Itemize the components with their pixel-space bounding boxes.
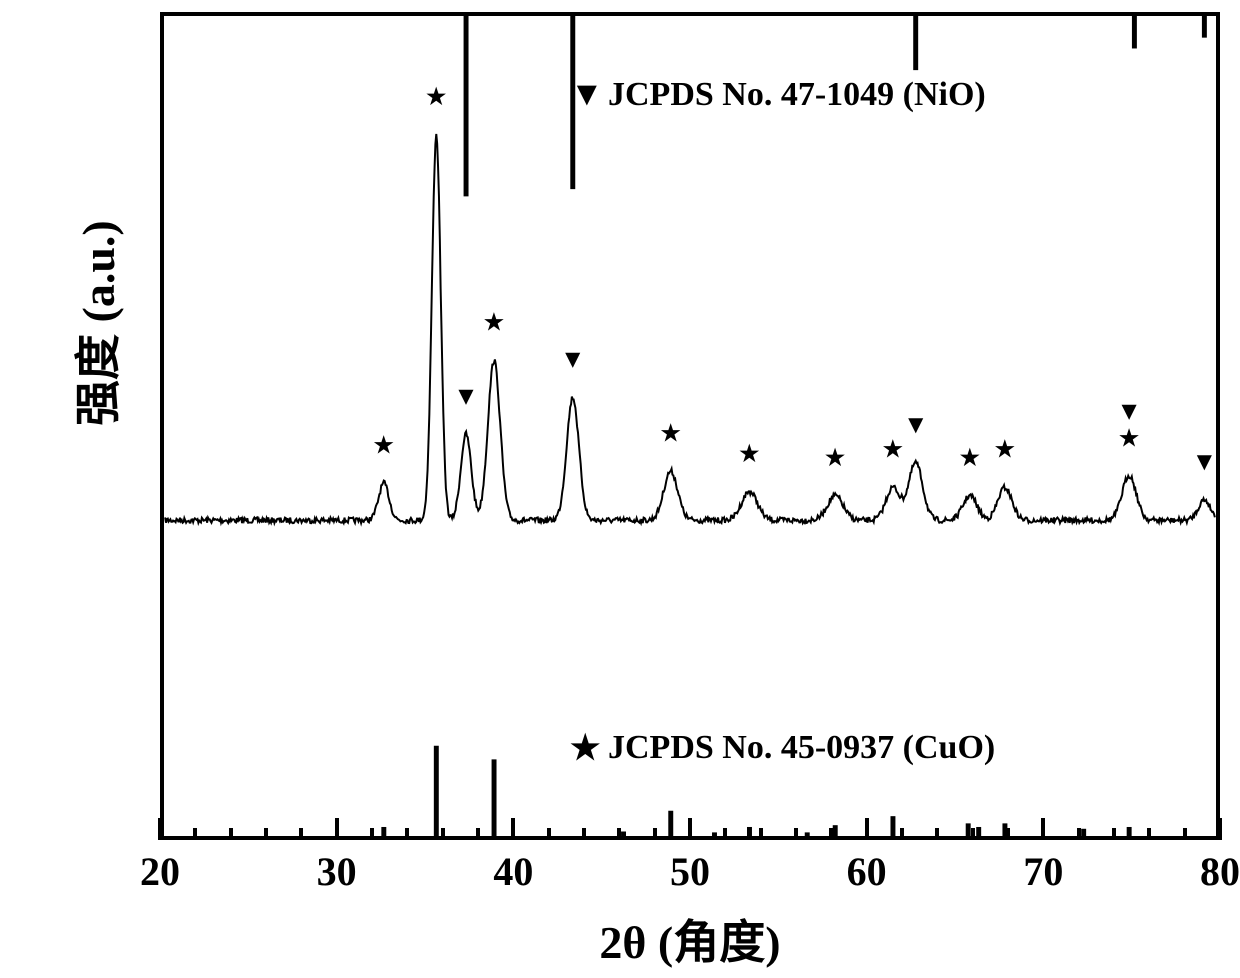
x-minor-tick xyxy=(1112,828,1116,840)
triangle-down-icon: ▼ xyxy=(1116,398,1141,426)
x-minor-tick xyxy=(935,828,939,840)
x-major-tick xyxy=(1218,818,1222,840)
x-minor-tick xyxy=(1077,828,1081,840)
xrd-figure: 强度 (a.u.) 2θ (角度) ★★▼★▼★★★★▼★★▼★▼ ▼ JCPD… xyxy=(0,0,1240,978)
legend-cuo: ★ JCPDS No. 45-0937 (CuO) xyxy=(570,728,995,768)
xrd-curve xyxy=(165,134,1215,523)
x-major-tick xyxy=(865,818,869,840)
x-major-tick xyxy=(688,818,692,840)
x-minor-tick xyxy=(1147,828,1151,840)
x-minor-tick xyxy=(653,828,657,840)
x-minor-tick xyxy=(582,828,586,840)
x-tick-label: 50 xyxy=(670,848,710,895)
triangle-down-icon: ▼ xyxy=(453,382,478,410)
star-icon: ★ xyxy=(738,440,761,468)
x-minor-tick xyxy=(617,828,621,840)
x-minor-tick xyxy=(971,828,975,840)
x-major-tick xyxy=(1041,818,1045,840)
x-minor-tick xyxy=(759,828,763,840)
x-minor-tick xyxy=(405,828,409,840)
star-icon: ★ xyxy=(659,419,682,447)
x-minor-tick xyxy=(264,828,268,840)
x-tick-label: 40 xyxy=(493,848,533,895)
x-tick-label: 70 xyxy=(1023,848,1063,895)
plot-svg: ★★▼★▼★★★★▼★★▼★▼ xyxy=(164,16,1216,836)
x-minor-tick xyxy=(476,828,480,840)
x-minor-tick xyxy=(441,828,445,840)
triangle-down-icon: ▼ xyxy=(560,346,585,374)
x-major-tick xyxy=(511,818,515,840)
x-major-tick xyxy=(158,818,162,840)
x-minor-tick xyxy=(299,828,303,840)
star-icon: ★ xyxy=(824,444,847,472)
triangle-down-icon: ▼ xyxy=(570,76,598,114)
x-minor-tick xyxy=(794,828,798,840)
x-minor-tick xyxy=(229,828,233,840)
x-major-tick xyxy=(335,818,339,840)
x-minor-tick xyxy=(829,828,833,840)
x-minor-tick xyxy=(723,828,727,840)
legend-nio: ▼ JCPDS No. 47-1049 (NiO) xyxy=(570,76,986,114)
x-axis-label: 2θ (角度) xyxy=(599,906,780,972)
x-minor-tick xyxy=(547,828,551,840)
star-icon: ★ xyxy=(1118,425,1141,453)
x-tick-label: 30 xyxy=(317,848,357,895)
legend-nio-label: JCPDS No. 47-1049 (NiO) xyxy=(608,76,986,114)
star-icon: ★ xyxy=(881,435,904,463)
x-minor-tick xyxy=(900,828,904,840)
plot-area: ★★▼★▼★★★★▼★★▼★▼ xyxy=(160,12,1220,840)
triangle-down-icon: ▼ xyxy=(1192,448,1216,476)
star-icon: ★ xyxy=(570,728,598,768)
triangle-down-icon: ▼ xyxy=(903,411,928,439)
y-axis-label: 强度 (a.u.) xyxy=(62,220,128,426)
star-icon: ★ xyxy=(958,444,981,472)
x-tick-label: 80 xyxy=(1200,848,1240,895)
star-icon: ★ xyxy=(372,432,395,460)
x-tick-label: 60 xyxy=(847,848,887,895)
star-icon: ★ xyxy=(483,309,506,337)
x-minor-tick xyxy=(370,828,374,840)
x-minor-tick xyxy=(1006,828,1010,840)
star-icon: ★ xyxy=(425,83,448,111)
x-tick-label: 20 xyxy=(140,848,180,895)
x-minor-tick xyxy=(1183,828,1187,840)
star-icon: ★ xyxy=(993,436,1016,464)
legend-cuo-label: JCPDS No. 45-0937 (CuO) xyxy=(608,729,995,767)
x-minor-tick xyxy=(193,828,197,840)
